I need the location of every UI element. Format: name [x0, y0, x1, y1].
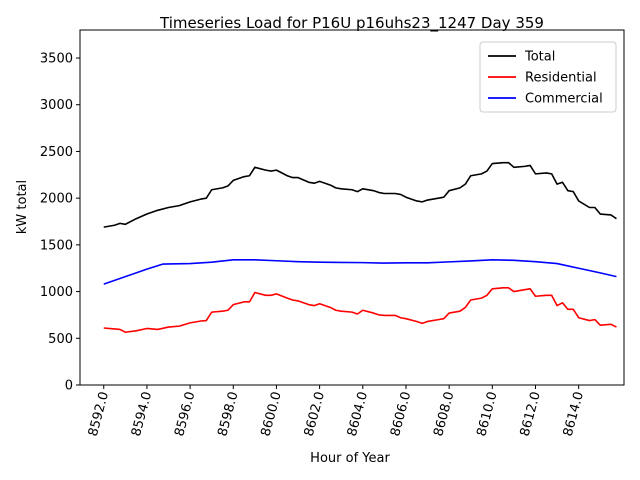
y-axis-title: kW total — [15, 180, 30, 234]
plot-area — [79, 29, 625, 386]
legend-box — [479, 41, 617, 113]
x-tick-label: 8600.0 — [259, 390, 285, 438]
x-tick-label: 8606.0 — [388, 390, 414, 438]
legend-label-commercial: Commercial — [525, 92, 603, 107]
series-line-total — [103, 161, 617, 228]
chart-title: Timeseries Load for P16U p16uhs23_1247 D… — [159, 14, 544, 33]
x-tick-label: 8596.0 — [172, 390, 198, 438]
legend: Total Residential Commercial — [479, 41, 617, 113]
legend-label-residential: Residential — [525, 71, 597, 86]
y-tick-label: 3500 — [40, 52, 73, 67]
x-tick-label: 8610.0 — [474, 390, 500, 438]
x-axis: 8592.0 8594.0 8596.0 8598.0 8600.0 8602.0 8604… — [86, 385, 587, 438]
series-layer — [103, 161, 617, 334]
y-tick-label: 2500 — [40, 145, 73, 160]
x-tick-label: 8604.0 — [345, 390, 371, 438]
plot-frame — [79, 29, 625, 386]
y-tick-label: 1000 — [40, 285, 73, 300]
x-tick-label: 8612.0 — [518, 390, 544, 438]
y-tick-label: 500 — [48, 332, 73, 347]
y-tick-label: 1500 — [40, 238, 73, 253]
x-tick-label: 8602.0 — [302, 390, 328, 438]
x-tick-label: 8614.0 — [561, 390, 587, 438]
y-tick-label: 0 — [65, 379, 73, 394]
x-tick-label: 8608.0 — [431, 390, 457, 438]
series-line-residential — [103, 287, 617, 334]
y-tick-label: 2000 — [40, 192, 73, 207]
x-axis-title: Hour of Year — [310, 451, 390, 466]
x-tick-label: 8592.0 — [86, 390, 112, 438]
x-tick-label: 8598.0 — [215, 390, 241, 438]
series-line-commercial — [103, 259, 617, 285]
x-tick-label: 8594.0 — [129, 390, 155, 438]
y-tick-label: 3000 — [40, 98, 73, 113]
legend-label-total: Total — [524, 50, 555, 65]
y-axis: 0 500 1000 1500 2000 2500 3000 3500 — [40, 52, 80, 394]
